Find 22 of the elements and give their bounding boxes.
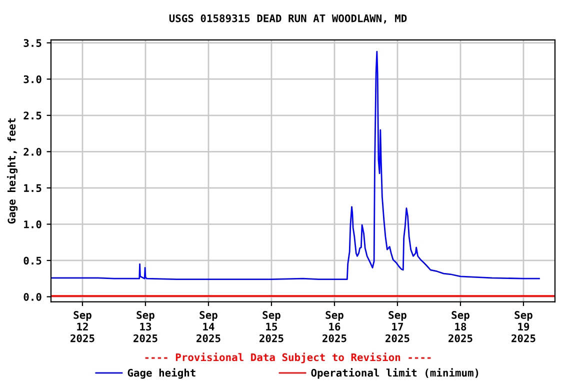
x-tick-label: Sep 17 2025 <box>386 311 410 342</box>
text: ---- Provisional Data Subject to Revision ---- <box>145 352 431 364</box>
x-tick-label: Sep 13 2025 <box>134 311 158 342</box>
chart-title: USGS 01589315 DEAD RUN AT WOODLAWN, MD <box>169 14 407 24</box>
x-tick-label: Sep 19 2025 <box>512 311 536 342</box>
x-tick-label: Sep 14 2025 <box>196 311 220 342</box>
line-series <box>50 50 540 280</box>
x-tick-label: Sep 15 2025 <box>260 311 284 342</box>
x-tick-label: Sep 18 2025 <box>448 311 472 342</box>
legend-label: Operational limit (minimum) <box>311 368 478 379</box>
x-tick-label: Sep 12 2025 <box>70 311 94 342</box>
y-tick-label: 3.5 <box>24 39 42 47</box>
y-tick-label: 2.0 <box>24 148 42 156</box>
y-tick-label: 1.0 <box>24 220 42 228</box>
y-tick-label: 2.5 <box>24 112 42 120</box>
y-tick-label: 1.5 <box>24 184 42 192</box>
y-axis-title: Gage height, feet <box>6 118 18 224</box>
x-tick-label: Sep 16 2025 <box>322 311 346 342</box>
y-tick-label: 0.5 <box>24 256 42 265</box>
legend-label: Gage height <box>128 368 196 379</box>
y-tick-label: 0.0 <box>24 292 42 301</box>
y-tick-label: 3.0 <box>24 75 42 84</box>
